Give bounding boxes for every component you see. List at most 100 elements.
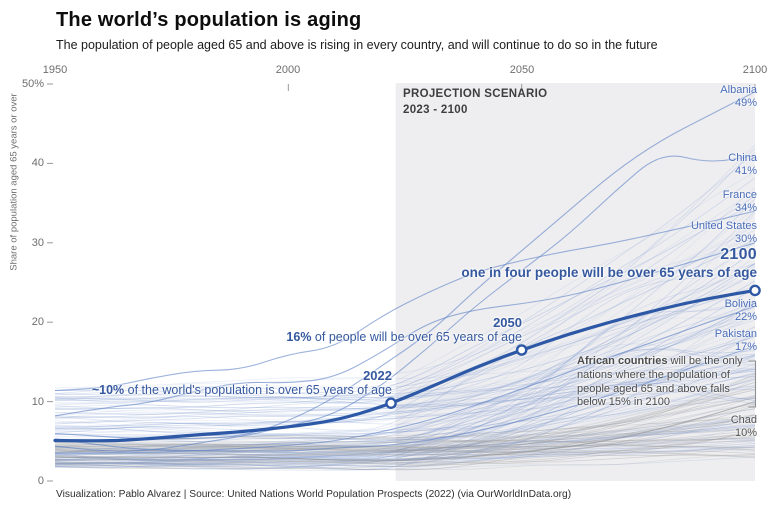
background-line bbox=[54, 381, 756, 465]
background-line bbox=[54, 288, 756, 403]
annotation-2022-rest: of the world's population is over 65 yea… bbox=[124, 383, 392, 398]
background-line bbox=[54, 203, 756, 396]
projection-scenario-title: PROJECTION SCENARIO bbox=[403, 88, 548, 100]
african-line-3: people aged 65 and above falls bbox=[577, 382, 730, 395]
background-line bbox=[54, 389, 756, 452]
african-countries-bracket bbox=[748, 360, 757, 408]
background-line bbox=[54, 241, 756, 466]
background-line bbox=[54, 420, 756, 441]
y-tick-label-50: 50% bbox=[21, 78, 44, 90]
background-line bbox=[54, 438, 756, 454]
background-line bbox=[54, 319, 756, 430]
background-line bbox=[54, 452, 756, 457]
background-line bbox=[54, 317, 756, 410]
country-label-value: 41% bbox=[734, 165, 757, 178]
annotation-2100-text: one in four people will be over 65 years… bbox=[461, 264, 757, 280]
background-line bbox=[54, 210, 756, 461]
background-line bbox=[54, 147, 756, 395]
country-line-china bbox=[54, 154, 756, 452]
country-label-value: 10% bbox=[734, 427, 757, 440]
highlighted-lines bbox=[53, 91, 757, 462]
country-label-france: France 34% bbox=[723, 189, 757, 215]
background-line bbox=[54, 378, 756, 466]
background-line bbox=[54, 444, 756, 465]
background-line bbox=[54, 416, 756, 453]
background-line bbox=[54, 224, 756, 436]
annotation-2050: 2050 16% of people will be over 65 years… bbox=[286, 315, 522, 345]
background-line bbox=[54, 144, 756, 391]
background-line bbox=[54, 416, 756, 461]
background-line bbox=[54, 354, 756, 471]
annotation-2022-text: ~10% of the world's population is over 6… bbox=[92, 383, 392, 398]
african-lead: African countries bbox=[577, 355, 668, 367]
background-line bbox=[54, 333, 756, 454]
background-line bbox=[54, 273, 756, 449]
background-line bbox=[54, 435, 756, 465]
background-line bbox=[54, 395, 756, 467]
background-line bbox=[54, 385, 756, 406]
background-line bbox=[54, 264, 756, 461]
background-line bbox=[54, 171, 756, 400]
background-line bbox=[54, 263, 756, 396]
projection-scenario-range: 2023 - 2100 bbox=[403, 103, 468, 116]
country-line-chad bbox=[54, 401, 756, 462]
background-line bbox=[54, 418, 756, 441]
background-line bbox=[54, 306, 756, 419]
data-point-marker-2022 bbox=[385, 397, 397, 409]
x-tick-label-1950: 1950 bbox=[42, 64, 68, 76]
background-line bbox=[54, 427, 756, 448]
background-line bbox=[54, 396, 756, 452]
background-line bbox=[54, 420, 756, 444]
background-line bbox=[54, 333, 756, 461]
background-line bbox=[54, 374, 756, 453]
country-label-name: Bolivia bbox=[724, 298, 757, 310]
background-line bbox=[54, 425, 756, 468]
background-line bbox=[54, 355, 756, 456]
country-label-name: Albania bbox=[720, 84, 757, 96]
data-point-marker-2050 bbox=[515, 344, 528, 356]
country-label-name: China bbox=[728, 152, 757, 164]
background-line bbox=[54, 360, 756, 437]
background-line bbox=[54, 420, 756, 464]
african-line-1: African countries will be the only bbox=[577, 355, 747, 369]
background-line bbox=[54, 300, 756, 443]
background-line bbox=[54, 436, 756, 446]
country-line-bolivia bbox=[54, 305, 756, 454]
y-tick-label-20: 20 bbox=[31, 316, 44, 328]
background-line bbox=[54, 446, 756, 465]
background-line bbox=[54, 433, 756, 457]
background-line bbox=[54, 273, 756, 400]
country-line-albania bbox=[54, 91, 756, 440]
background-line bbox=[54, 398, 756, 419]
country-label-value: 34% bbox=[734, 202, 757, 215]
x-tick-label-2000: 2000 bbox=[275, 64, 301, 76]
background-line bbox=[54, 440, 756, 465]
background-line bbox=[54, 262, 756, 439]
background-line bbox=[54, 381, 756, 415]
annotation-2022: 2022 ~10% of the world's population is o… bbox=[92, 368, 392, 398]
background-line bbox=[54, 224, 756, 399]
background-line bbox=[54, 250, 756, 425]
background-line bbox=[54, 378, 756, 464]
y-tick-label-0: 0 bbox=[37, 475, 44, 487]
background-line bbox=[54, 437, 756, 444]
background-line bbox=[54, 396, 756, 441]
background-line bbox=[54, 419, 756, 469]
projection-scenario-label: PROJECTION SCENARIO 2023 - 2100 bbox=[403, 87, 547, 118]
background-line bbox=[54, 177, 756, 409]
background-line bbox=[54, 363, 756, 424]
background-line bbox=[54, 445, 756, 463]
background-line bbox=[54, 453, 756, 470]
background-line bbox=[54, 364, 756, 460]
background-line bbox=[54, 417, 756, 461]
background-line bbox=[54, 430, 756, 465]
background-line bbox=[54, 415, 756, 464]
background-line bbox=[54, 300, 756, 459]
background-line bbox=[54, 273, 756, 401]
background-line bbox=[54, 207, 756, 460]
background-line bbox=[54, 372, 756, 467]
annotation-2100-year: 2100 bbox=[720, 246, 757, 263]
background-line bbox=[54, 439, 756, 455]
